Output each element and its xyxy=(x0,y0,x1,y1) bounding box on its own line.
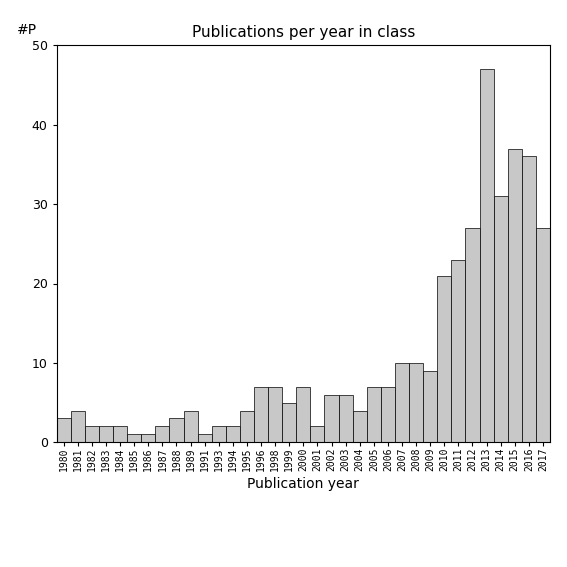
Bar xyxy=(268,387,282,442)
Bar xyxy=(85,426,99,442)
Bar xyxy=(353,411,367,442)
Bar xyxy=(282,403,297,442)
Bar xyxy=(113,426,127,442)
Bar xyxy=(536,228,550,442)
Bar xyxy=(451,260,466,442)
Bar xyxy=(211,426,226,442)
Bar xyxy=(127,434,141,442)
Bar xyxy=(324,395,338,442)
Bar xyxy=(198,434,211,442)
Bar xyxy=(226,426,240,442)
Bar xyxy=(367,387,381,442)
Bar xyxy=(381,387,395,442)
Bar xyxy=(57,418,71,442)
Bar xyxy=(423,371,437,442)
Bar xyxy=(99,426,113,442)
Bar xyxy=(338,395,353,442)
Bar xyxy=(254,387,268,442)
Bar xyxy=(466,228,480,442)
Bar xyxy=(507,149,522,442)
Bar xyxy=(310,426,324,442)
Bar xyxy=(184,411,198,442)
Bar xyxy=(437,276,451,442)
Bar xyxy=(141,434,155,442)
Bar xyxy=(522,156,536,442)
Bar xyxy=(297,387,310,442)
Bar xyxy=(170,418,184,442)
Bar xyxy=(71,411,85,442)
Text: #P: #P xyxy=(17,23,37,37)
Bar xyxy=(480,69,494,442)
Bar xyxy=(240,411,254,442)
Bar xyxy=(409,363,423,442)
Bar xyxy=(494,196,507,442)
Bar xyxy=(395,363,409,442)
X-axis label: Publication year: Publication year xyxy=(247,477,359,491)
Bar xyxy=(155,426,170,442)
Title: Publications per year in class: Publications per year in class xyxy=(192,25,415,40)
